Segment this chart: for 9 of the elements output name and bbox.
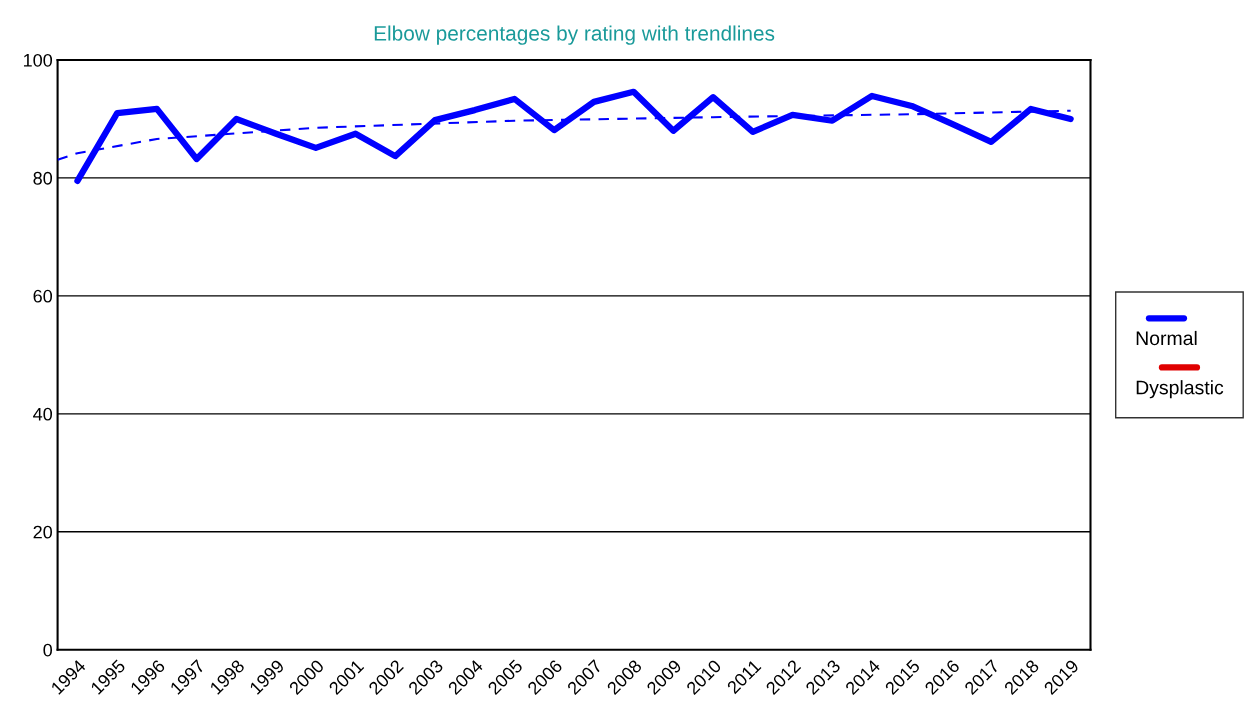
- y-tick-label: 60: [33, 289, 53, 303]
- y-tick-label: 20: [33, 525, 53, 539]
- legend-label: Dysplastic: [1136, 380, 1224, 399]
- y-tick-label: 100: [23, 53, 53, 67]
- chart-title: Elbow percentages by rating with trendlines: [374, 25, 775, 45]
- y-tick-label: 80: [33, 171, 53, 185]
- y-tick-label: 0: [43, 643, 53, 657]
- y-tick-label: 40: [33, 407, 53, 421]
- legend-label: Normal: [1136, 330, 1197, 346]
